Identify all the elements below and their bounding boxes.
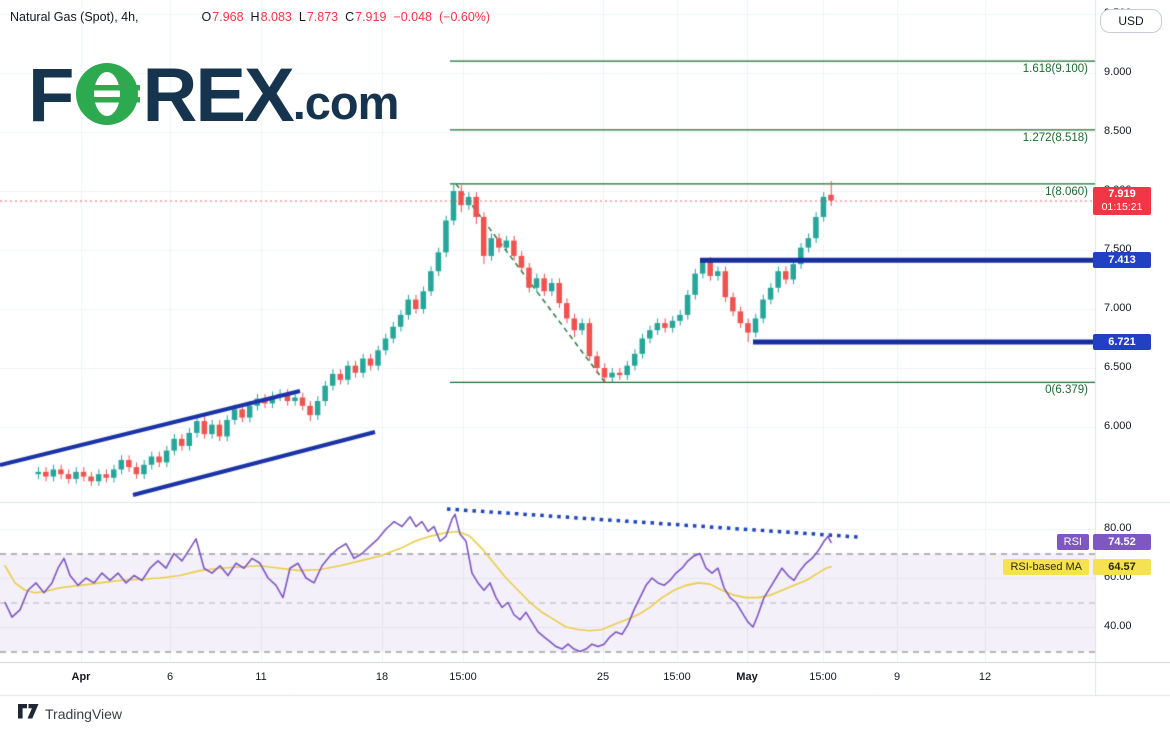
rsi-tick-label: 40.00 [1104,620,1132,632]
last-price-value: 7.919 [1108,188,1136,200]
rsi-ma-value-plate: 64.57 [1093,559,1151,575]
bar-countdown: 01:15:21 [1101,201,1143,213]
time-tick-label: 15:00 [663,671,691,683]
open-value: 7.968 [212,10,244,24]
currency-button[interactable]: USD [1100,9,1162,33]
forex-o-icon [74,61,141,132]
fib-level-label: 1.618(9.100) [1022,63,1088,76]
open-label: O [201,10,212,24]
time-tick-label: Apr [71,671,91,683]
time-tick-label: 11 [255,671,267,683]
symbol-title[interactable]: Natural Gas (Spot), 4h, [10,10,139,24]
rsi-value-plate: 74.52 [1093,534,1151,550]
rsi-tick-label: 80.00 [1104,522,1132,534]
watermark-rex: REX [142,53,294,138]
fib-level-label: 1.272(8.518) [1022,131,1088,144]
rsi-ma-name-badge[interactable]: RSI-based MA [1003,559,1089,575]
high-label: H [250,10,260,24]
low-value: 7.873 [306,10,339,24]
tradingview-label: TradingView [45,706,123,722]
fib-level-label: 1(8.060) [1045,185,1088,198]
change-value: −0.048 [393,10,432,24]
support-price-plate: 6.721 [1093,334,1151,350]
time-tick-label: 18 [375,671,389,683]
resistance-price-plate: 7.413 [1093,252,1151,268]
close-label: C [345,10,355,24]
watermark-com: .com [292,76,400,129]
time-tick-label: 25 [596,671,610,683]
time-tick-label: 6 [166,671,174,683]
last-price-plate: 7.919 01:15:21 [1093,187,1151,215]
price-tick-label: 7.000 [1104,302,1132,314]
time-tick-label: May [736,671,758,683]
price-tick-label: 6.000 [1104,420,1132,432]
time-tick-label: 9 [893,671,901,683]
price-tick-label: 9.000 [1104,66,1132,78]
change-percent: (−0.60%) [439,10,491,24]
high-value: 8.083 [260,10,292,24]
fib-level-label: 0(6.379) [1045,384,1088,397]
tradingview-icon [18,704,39,724]
watermark-f: F [28,53,74,138]
time-tick-label: 15:00 [449,671,477,683]
rsi-name-badge[interactable]: RSI [1056,534,1089,550]
low-label: L [298,10,306,24]
forex-watermark: F REX .com [28,53,400,138]
time-tick-label: 12 [978,671,992,683]
tradingview-logo[interactable]: TradingView [18,704,122,724]
price-tick-label: 8.500 [1104,125,1132,137]
time-tick-label: 15:00 [809,671,837,683]
price-tick-label: 6.500 [1104,361,1132,373]
close-value: 7.919 [355,10,387,24]
